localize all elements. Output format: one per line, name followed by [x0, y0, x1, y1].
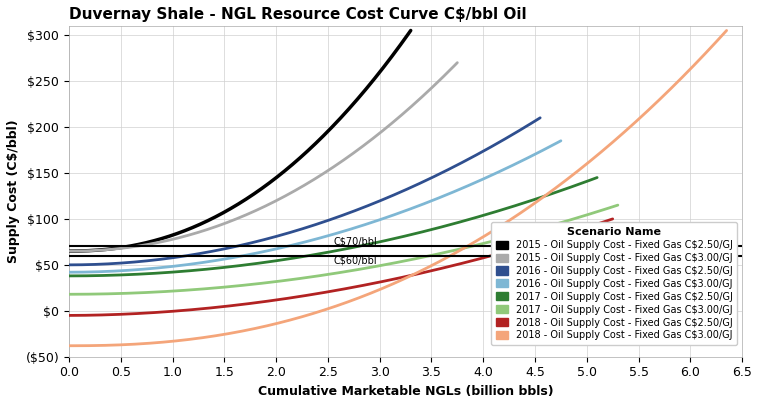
Y-axis label: Supply Cost (C$/bbl): Supply Cost (C$/bbl): [7, 119, 20, 263]
Text: C$70/bbl: C$70/bbl: [333, 237, 376, 247]
Text: Duvernay Shale - NGL Resource Cost Curve C$/bbl Oil: Duvernay Shale - NGL Resource Cost Curve…: [69, 7, 527, 22]
X-axis label: Cumulative Marketable NGLs (billion bbls): Cumulative Marketable NGLs (billion bbls…: [258, 385, 553, 398]
Text: C$60/bbl: C$60/bbl: [333, 256, 376, 266]
Legend: 2015 - Oil Supply Cost - Fixed Gas C$2.50/GJ, 2015 - Oil Supply Cost - Fixed Gas: 2015 - Oil Supply Cost - Fixed Gas C$2.5…: [491, 222, 737, 345]
